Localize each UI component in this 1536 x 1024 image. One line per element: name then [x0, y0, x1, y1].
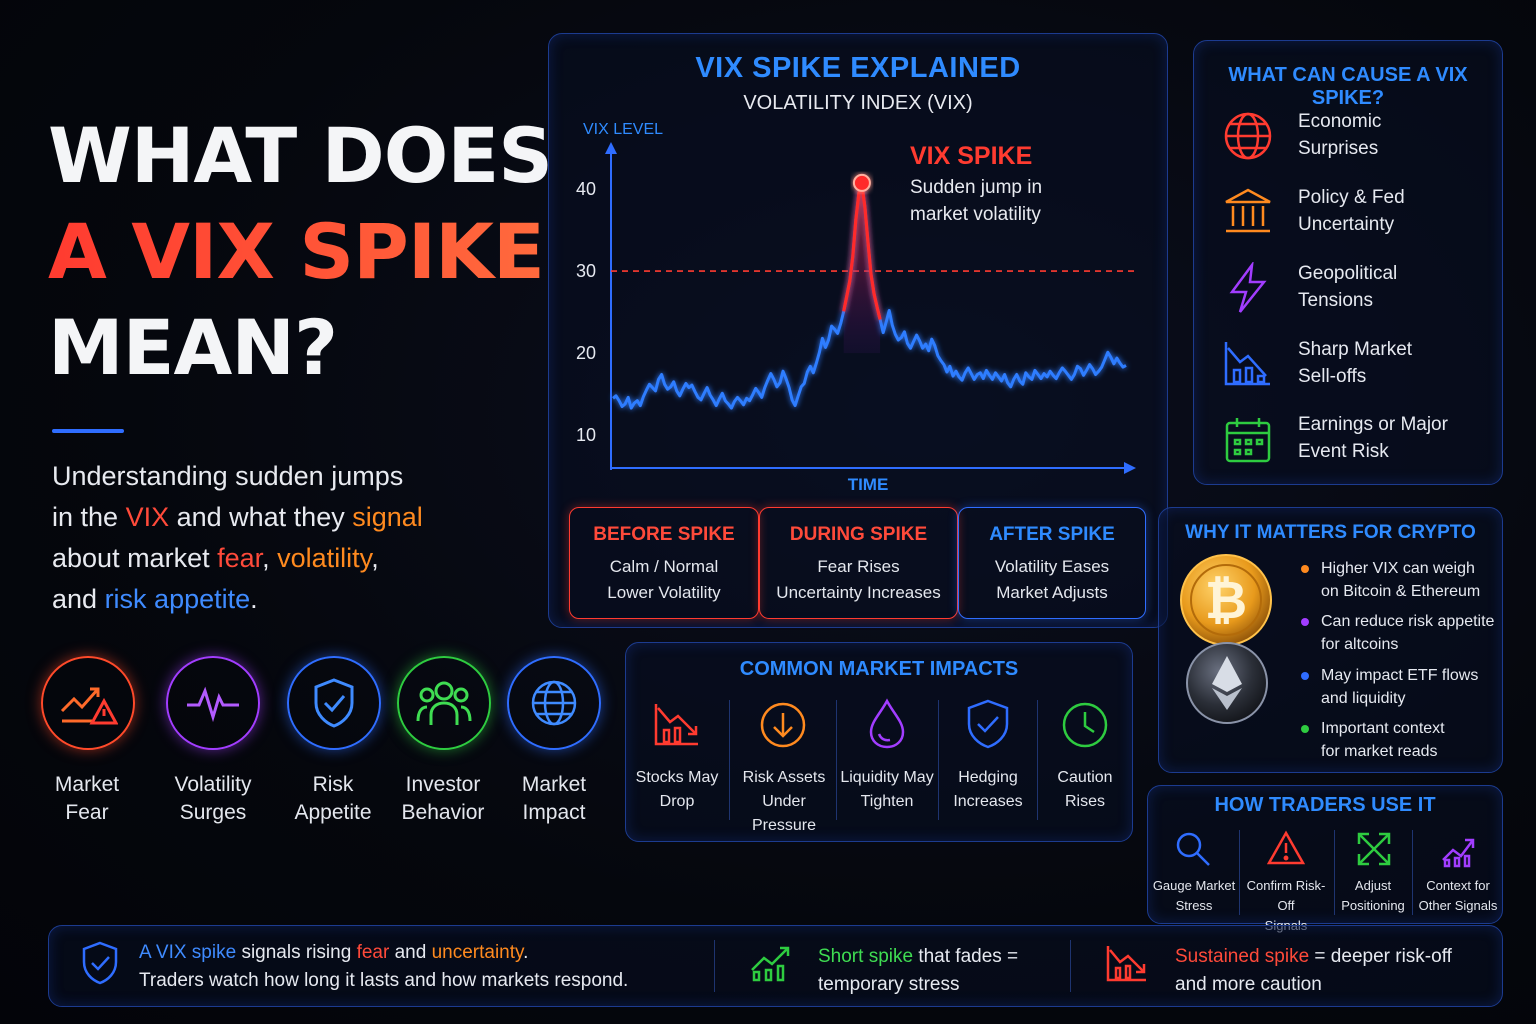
phase-before-spike: BEFORE SPIKE Calm / Normal Lower Volatil…	[569, 507, 759, 619]
trend-warning-icon	[41, 656, 135, 750]
traders-title: HOW TRADERS USE IT	[1214, 794, 1436, 816]
chart-up-icon	[751, 946, 790, 982]
headline-divider	[52, 429, 124, 433]
globe-icon	[507, 656, 601, 750]
crypto-bullet-4	[1301, 725, 1309, 733]
spike-annotation-line-1: Sudden jump in	[910, 177, 1042, 198]
warning-icon	[1267, 830, 1305, 865]
svg-text:₿: ₿	[1205, 571, 1247, 631]
search-icon	[1176, 832, 1210, 866]
cause-economic: Economic Surprises	[1298, 111, 1382, 159]
chart-subtitle: VOLATILITY INDEX (VIX)	[743, 92, 973, 114]
trader-use-gauge: Gauge Market Stress	[1152, 878, 1236, 913]
shield-check-icon	[967, 699, 1009, 749]
bank-icon	[1225, 188, 1271, 233]
y-tick-label: 30	[576, 261, 596, 281]
clock-icon	[1062, 702, 1108, 748]
spike-annotation-title: VIX SPIKE	[910, 142, 1032, 170]
crypto-bullet-2	[1301, 618, 1309, 626]
x-axis-label: TIME	[848, 475, 889, 494]
bitcoin-icon: ₿	[1180, 554, 1272, 646]
spike-area	[843, 184, 881, 354]
footer-sustained-spike: Sustained spike = deeper risk-off and mo…	[1175, 946, 1452, 995]
impact-caution: Caution Rises	[1057, 769, 1113, 810]
impact-risk-assets: Risk Assets Under Pressure	[742, 769, 826, 834]
crypto-point-1: Higher VIX can weigh on Bitcoin & Ethereu…	[1321, 560, 1481, 600]
y-axis-label: VIX LEVEL	[583, 121, 663, 138]
shield-check-icon	[82, 941, 118, 985]
footer-panel	[48, 925, 1503, 1007]
people-icon	[397, 656, 491, 750]
crypto-point-3: May impact ETF flows and liquidity	[1321, 667, 1479, 707]
crypto-bullet-1	[1301, 565, 1309, 573]
x-axis-arrow	[1124, 462, 1136, 474]
cause-geopolitical: Geopolitical Tensions	[1298, 263, 1398, 311]
droplet-icon	[869, 698, 905, 749]
cause-selloffs: Sharp Market Sell-offs	[1298, 339, 1413, 387]
crypto-bullet-3	[1301, 672, 1309, 680]
cause-earnings: Earnings or Major Event Risk	[1298, 414, 1448, 462]
globe-icon	[1224, 112, 1272, 160]
chart-down-icon	[1224, 342, 1270, 386]
y-tick-label: 20	[576, 343, 596, 363]
crypto-point-2: Can reduce risk appetite for altcoins	[1321, 613, 1495, 653]
y-tick-label: 40	[576, 179, 596, 199]
footer-short-spike: Short spike that fades = temporary stres…	[818, 946, 1019, 995]
calendar-icon	[1225, 418, 1271, 463]
concept-label-risk: Risk Appetite	[294, 773, 372, 824]
cause-policy: Policy & Fed Uncertainty	[1298, 187, 1405, 235]
headline-line-1: WHAT DOES	[48, 111, 553, 200]
impacts-title: COMMON MARKET IMPACTS	[739, 658, 1019, 680]
spike-annotation-line-2: market volatility	[910, 204, 1041, 225]
y-axis-arrow	[605, 142, 617, 154]
trader-use-adjust: Adjust Positioning	[1341, 878, 1405, 913]
trader-use-context: Context for Other Signals	[1418, 878, 1498, 913]
concept-label-investor: Investor Behavior	[401, 773, 485, 824]
shield-check-icon	[287, 656, 381, 750]
impacts-panel	[625, 642, 1133, 842]
headline-line-3: MEAN?	[48, 303, 338, 392]
phase-after-spike: AFTER SPIKE Volatility Eases Market Adju…	[958, 507, 1146, 619]
causes-title: WHAT CAN CAUSE A VIX SPIKE?	[1228, 64, 1468, 109]
impact-hedging: Hedging Increases	[953, 769, 1023, 810]
impact-stocks: Stocks May Drop	[635, 769, 719, 810]
chart-down-icon	[1106, 946, 1146, 982]
lightning-icon	[1229, 262, 1267, 313]
impact-liquidity: Liquidity May Tighten	[840, 769, 934, 810]
headline-line-2: A VIX SPIKE	[48, 204, 545, 300]
vix-line-chart: VIX LEVEL TIME 10 20 30 40 VIX SPIKE Sudden…	[576, 121, 1138, 494]
spike-peak-marker	[852, 173, 871, 192]
concept-label-market-impact: Market Impact	[521, 773, 587, 824]
phase-during-spike: DURING SPIKE Fear Rises Uncertainty Incr…	[759, 507, 958, 619]
traders-panel	[1147, 785, 1503, 924]
concept-label-volatility: Volatility Surges	[174, 773, 252, 824]
arrow-down-circle-icon	[760, 702, 806, 748]
chart-title: VIX SPIKE EXPLAINED	[695, 52, 1021, 84]
y-tick-label: 10	[576, 425, 596, 445]
crypto-point-4: Important context for market reads	[1321, 720, 1445, 760]
subtitle: Understanding sudden jumps in the VIX an…	[52, 461, 423, 614]
chart-up-icon	[1442, 838, 1475, 868]
pulse-icon	[166, 656, 260, 750]
crypto-title: WHY IT MATTERS FOR CRYPTO	[1185, 522, 1476, 543]
arrows-icon	[1357, 832, 1391, 866]
concept-label-market-fear: Market Fear	[54, 773, 120, 824]
footer-summary: A VIX spike signals rising fear and unce…	[139, 942, 629, 991]
ethereum-icon	[1186, 642, 1268, 724]
chart-down-icon	[654, 704, 698, 746]
